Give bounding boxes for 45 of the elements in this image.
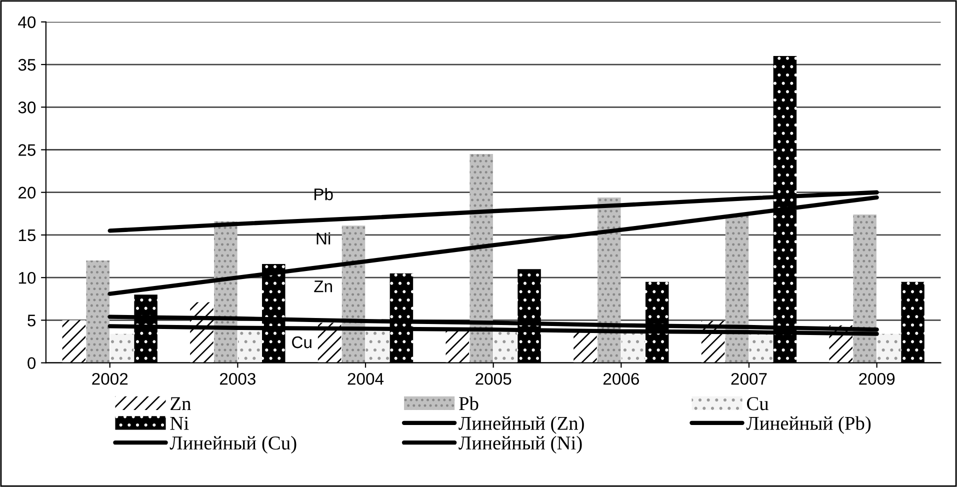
bar [773, 56, 797, 363]
legend-label: Cu [746, 397, 769, 410]
bar [901, 282, 924, 363]
bar [853, 214, 876, 363]
y-tick-label: 5 [28, 314, 36, 326]
x-tick-label: 2006 [603, 372, 639, 385]
bar [494, 332, 517, 363]
annotation: Ni [316, 232, 330, 244]
x-tick-label: 2007 [731, 372, 767, 385]
y-tick-label: 10 [18, 272, 36, 284]
y-tick-label: 20 [18, 186, 36, 199]
bar [86, 260, 110, 363]
bar [446, 330, 470, 363]
legend-label: Ni [170, 416, 189, 430]
legend-label: Zn [170, 397, 191, 410]
x-tick-label: 2002 [92, 372, 128, 385]
bar [622, 332, 645, 363]
y-tick-label: 0 [28, 357, 36, 370]
y-tick-label: 35 [18, 58, 36, 71]
bar [518, 269, 541, 363]
bar [110, 334, 134, 363]
legend-label: Линейный (Pb) [746, 416, 871, 434]
bar [725, 215, 749, 363]
y-tick-label: 15 [18, 230, 36, 242]
legend-label: Линейный (Ni) [458, 436, 582, 454]
bar [238, 331, 262, 363]
y-tick-label: 30 [18, 102, 36, 114]
legend-label: Pb [459, 396, 478, 410]
annotation: Cu [292, 336, 312, 348]
line-series [108, 314, 879, 332]
y-tick-label: 25 [18, 144, 36, 156]
legend-label: Линейный (Zn) [458, 416, 584, 434]
x-tick-label: 2009 [859, 372, 895, 385]
bar [366, 331, 390, 363]
bar [470, 154, 493, 363]
bar [877, 334, 900, 363]
bar [749, 332, 773, 363]
x-tick-label: 2003 [220, 372, 256, 385]
legend-label: Линейный (Cu) [170, 436, 296, 454]
x-tick-label: 2004 [348, 372, 384, 385]
x-tick-label: 2005 [476, 372, 512, 385]
bar [390, 273, 414, 363]
y-tick-label: 40 [18, 16, 36, 28]
annotation: Zn [314, 280, 332, 292]
bar [62, 320, 86, 363]
